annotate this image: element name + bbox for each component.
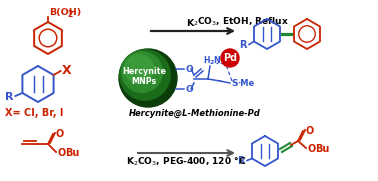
Text: N: N (213, 56, 220, 65)
Text: X: X (62, 64, 71, 77)
Circle shape (119, 49, 177, 107)
Text: R: R (5, 92, 13, 102)
Text: ·Me: ·Me (237, 79, 254, 89)
Text: K$_2$CO$_3$, PEG-400, 120 °C: K$_2$CO$_3$, PEG-400, 120 °C (126, 155, 246, 167)
Text: R: R (237, 157, 245, 167)
Text: O: O (56, 129, 64, 139)
Text: K: K (186, 19, 193, 28)
Text: Bu: Bu (315, 144, 329, 154)
Text: X= Cl, Br, I: X= Cl, Br, I (5, 108, 64, 118)
Text: $_2$CO$_3$, EtOH, Reflux: $_2$CO$_3$, EtOH, Reflux (193, 16, 289, 28)
Text: Hercynite@L-Methionine-Pd: Hercynite@L-Methionine-Pd (129, 108, 261, 118)
Circle shape (221, 49, 239, 67)
Text: 2: 2 (67, 10, 72, 19)
Circle shape (124, 54, 153, 83)
Text: 2: 2 (210, 60, 214, 65)
Text: MNPs: MNPs (132, 77, 156, 87)
Text: S: S (231, 79, 237, 87)
Text: O: O (306, 126, 314, 136)
Text: O: O (185, 64, 193, 73)
Text: O: O (185, 85, 193, 94)
Text: H: H (203, 56, 209, 65)
Text: R: R (240, 41, 247, 50)
Circle shape (122, 52, 162, 92)
Text: O: O (57, 148, 65, 158)
Text: O: O (307, 144, 315, 154)
Circle shape (120, 50, 170, 100)
Text: Pd: Pd (223, 53, 237, 63)
Text: Bu: Bu (65, 148, 79, 158)
Text: B(OH): B(OH) (49, 8, 81, 17)
Text: Hercynite: Hercynite (122, 68, 166, 77)
